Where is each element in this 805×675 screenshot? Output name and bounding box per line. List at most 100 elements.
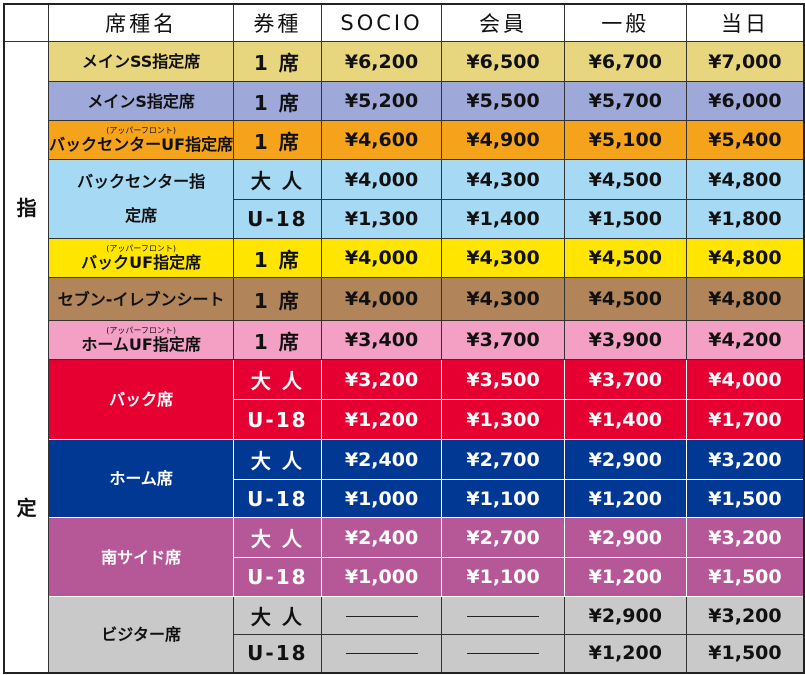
price-day-of: ¥1,500 xyxy=(685,479,805,518)
table-row: U-18 ¥1,000 ¥1,100 ¥1,200 ¥1,500 xyxy=(4,557,805,597)
header-general: 一般 xyxy=(563,3,687,42)
price-socio: ¥3,400 xyxy=(320,320,443,360)
price-member: ¥1,400 xyxy=(441,199,565,239)
ticket-type: U-18 xyxy=(233,199,322,239)
price-day-of: ¥4,800 xyxy=(685,277,805,321)
price-day-of: ¥1,700 xyxy=(685,399,805,440)
price-general: ¥4,500 xyxy=(563,238,687,278)
price-member: ¥1,300 xyxy=(441,399,565,440)
price-day-of: ¥4,000 xyxy=(685,359,805,400)
ticket-type: 大 人 xyxy=(233,439,322,480)
price-day-of: ¥1,500 xyxy=(685,634,805,673)
seat-name: ビジター席 xyxy=(48,596,235,673)
table-row: U-18 ¥1,300 ¥1,400 ¥1,500 ¥1,800 xyxy=(4,199,805,239)
ticket-type: U-18 xyxy=(233,557,322,597)
price-member: ¥3,700 xyxy=(441,320,565,360)
price-general: ¥1,200 xyxy=(563,557,687,597)
table-row: メインS指定席 1 席 ¥5,200 ¥5,500 ¥5,700 ¥6,000 xyxy=(4,81,805,121)
price-member: ¥4,300 xyxy=(441,159,565,200)
ticket-type: 大 人 xyxy=(233,159,322,200)
seat-name: バックセンター指定席 xyxy=(48,159,235,239)
table-row: 南サイド席 大 人 ¥2,400 ¥2,700 ¥2,900 ¥3,200 xyxy=(4,517,805,597)
ticket-type: U-18 xyxy=(233,399,322,440)
price-member: ¥5,500 xyxy=(441,81,565,121)
price-member-unavailable xyxy=(441,634,565,673)
price-socio: ¥4,000 xyxy=(320,277,443,321)
table-row: バックセンター指定席大 人 ¥4,000 ¥4,300 ¥4,500 ¥4,800 xyxy=(4,159,805,239)
seat-name-label: ホーム席 xyxy=(109,469,173,488)
seat-name-label: 南サイド席 xyxy=(101,547,182,567)
table-row: セブン-イレブンシート 1 席 ¥4,000 ¥4,300 ¥4,500 ¥4,800 xyxy=(4,277,805,321)
table-row: 指定メインSS指定席 1 席 ¥6,200 ¥6,500 ¥6,700 ¥7,000 xyxy=(3,41,805,673)
price-member: ¥6,500 xyxy=(441,41,565,82)
seat-name: ホーム席 xyxy=(48,439,235,518)
header-row: 席種名 券種 SOCIO 会員 一般 当日 xyxy=(3,3,805,42)
designated-label: 指定 xyxy=(3,41,50,673)
seat-name: (アッパーフロント) ホームUF指定席 xyxy=(48,320,235,360)
dash-line xyxy=(345,653,418,655)
price-member: ¥3,500 xyxy=(441,359,565,400)
price-general: ¥1,400 xyxy=(563,399,687,440)
price-general: ¥1,200 xyxy=(563,634,687,673)
seat-name: (アッパーフロント) バックセンターUF指定席 xyxy=(48,120,235,160)
price-member: ¥1,100 xyxy=(441,479,565,518)
price-general: ¥2,900 xyxy=(563,596,687,635)
price-member: ¥4,300 xyxy=(441,277,565,321)
price-member: ¥2,700 xyxy=(441,439,565,480)
price-day-of: ¥6,000 xyxy=(685,81,805,121)
price-table: 席種名 券種 SOCIO 会員 一般 当日 指定メインSS指定席 1 席 ¥6,20… xyxy=(3,3,805,674)
seat-name-label: バックUF指定席 xyxy=(81,253,202,272)
price-day-of: ¥4,800 xyxy=(685,159,805,200)
table-row: (アッパーフロント) バックセンターUF指定席 1 席 ¥4,600 ¥4,900 ¥5,… xyxy=(4,120,805,160)
ticket-type: 1 席 xyxy=(233,41,322,82)
price-general: ¥5,700 xyxy=(563,81,687,121)
seat-name: メインSS指定席 xyxy=(48,41,235,82)
seat-name-note: (アッパーフロント) xyxy=(106,244,176,253)
seat-name: バック席 xyxy=(48,359,235,440)
price-member: ¥4,300 xyxy=(441,238,565,278)
table-row: U-18 ¥1,200 ¥1,300 ¥1,400 ¥1,700 xyxy=(4,399,805,440)
seat-name-label: メインS指定席 xyxy=(87,91,195,111)
price-socio: ¥5,200 xyxy=(320,81,443,121)
price-day-of: ¥3,200 xyxy=(685,596,805,635)
seat-name-label: バック席 xyxy=(109,390,174,409)
seat-name-label: バックセンター指定席 xyxy=(77,172,206,225)
seat-name-note: (アッパーフロント) xyxy=(106,126,176,135)
price-socio: ¥3,200 xyxy=(320,359,443,400)
price-member: ¥1,100 xyxy=(441,557,565,597)
seat-name: (アッパーフロント) バックUF指定席 xyxy=(48,238,235,278)
price-general: ¥1,500 xyxy=(563,199,687,239)
price-general: ¥2,900 xyxy=(563,517,687,558)
price-member: ¥4,900 xyxy=(441,120,565,160)
seat-name: メインS指定席 xyxy=(48,81,235,121)
price-socio: ¥4,600 xyxy=(320,120,443,160)
price-day-of: ¥3,200 xyxy=(685,517,805,558)
price-member-unavailable xyxy=(441,596,565,635)
ticket-type: 1 席 xyxy=(233,120,322,160)
table-row: ビジター席 大 人 ¥2,900 ¥3,200 xyxy=(4,596,805,673)
seat-name-label: セブン-イレブンシート xyxy=(57,289,225,309)
ticket-type: 大 人 xyxy=(233,596,322,635)
price-day-of: ¥3,200 xyxy=(685,439,805,480)
table-row: (アッパーフロント) バックUF指定席 1 席 ¥4,000 ¥4,300 ¥4,500 ¥… xyxy=(4,238,805,278)
dash-line xyxy=(345,615,418,617)
price-day-of: ¥5,400 xyxy=(685,120,805,160)
price-day-of: ¥4,200 xyxy=(685,320,805,360)
price-socio: ¥2,400 xyxy=(320,517,443,558)
header-member: 会員 xyxy=(441,3,565,42)
ticket-type: 1 席 xyxy=(233,238,322,278)
price-day-of: ¥1,800 xyxy=(685,199,805,239)
price-socio: ¥4,000 xyxy=(320,159,443,200)
price-general: ¥4,500 xyxy=(563,277,687,321)
ticket-type: 大 人 xyxy=(233,517,322,558)
dash-line xyxy=(467,653,540,655)
header-socio: SOCIO xyxy=(320,3,443,42)
table-row: ホーム席 大 人 ¥2,400 ¥2,700 ¥2,900 ¥3,200 xyxy=(4,439,805,518)
ticket-type: 1 席 xyxy=(233,320,322,360)
side-label-bottom: 定 xyxy=(16,496,37,521)
table-row: バック席 大 人 ¥3,200 ¥3,500 ¥3,700 ¥4,000 xyxy=(4,359,805,440)
price-general: ¥6,700 xyxy=(563,41,687,82)
price-socio: ¥1,200 xyxy=(320,399,443,440)
seat-name-label: ビジター席 xyxy=(101,624,181,644)
ticket-type: 1 席 xyxy=(233,277,322,321)
